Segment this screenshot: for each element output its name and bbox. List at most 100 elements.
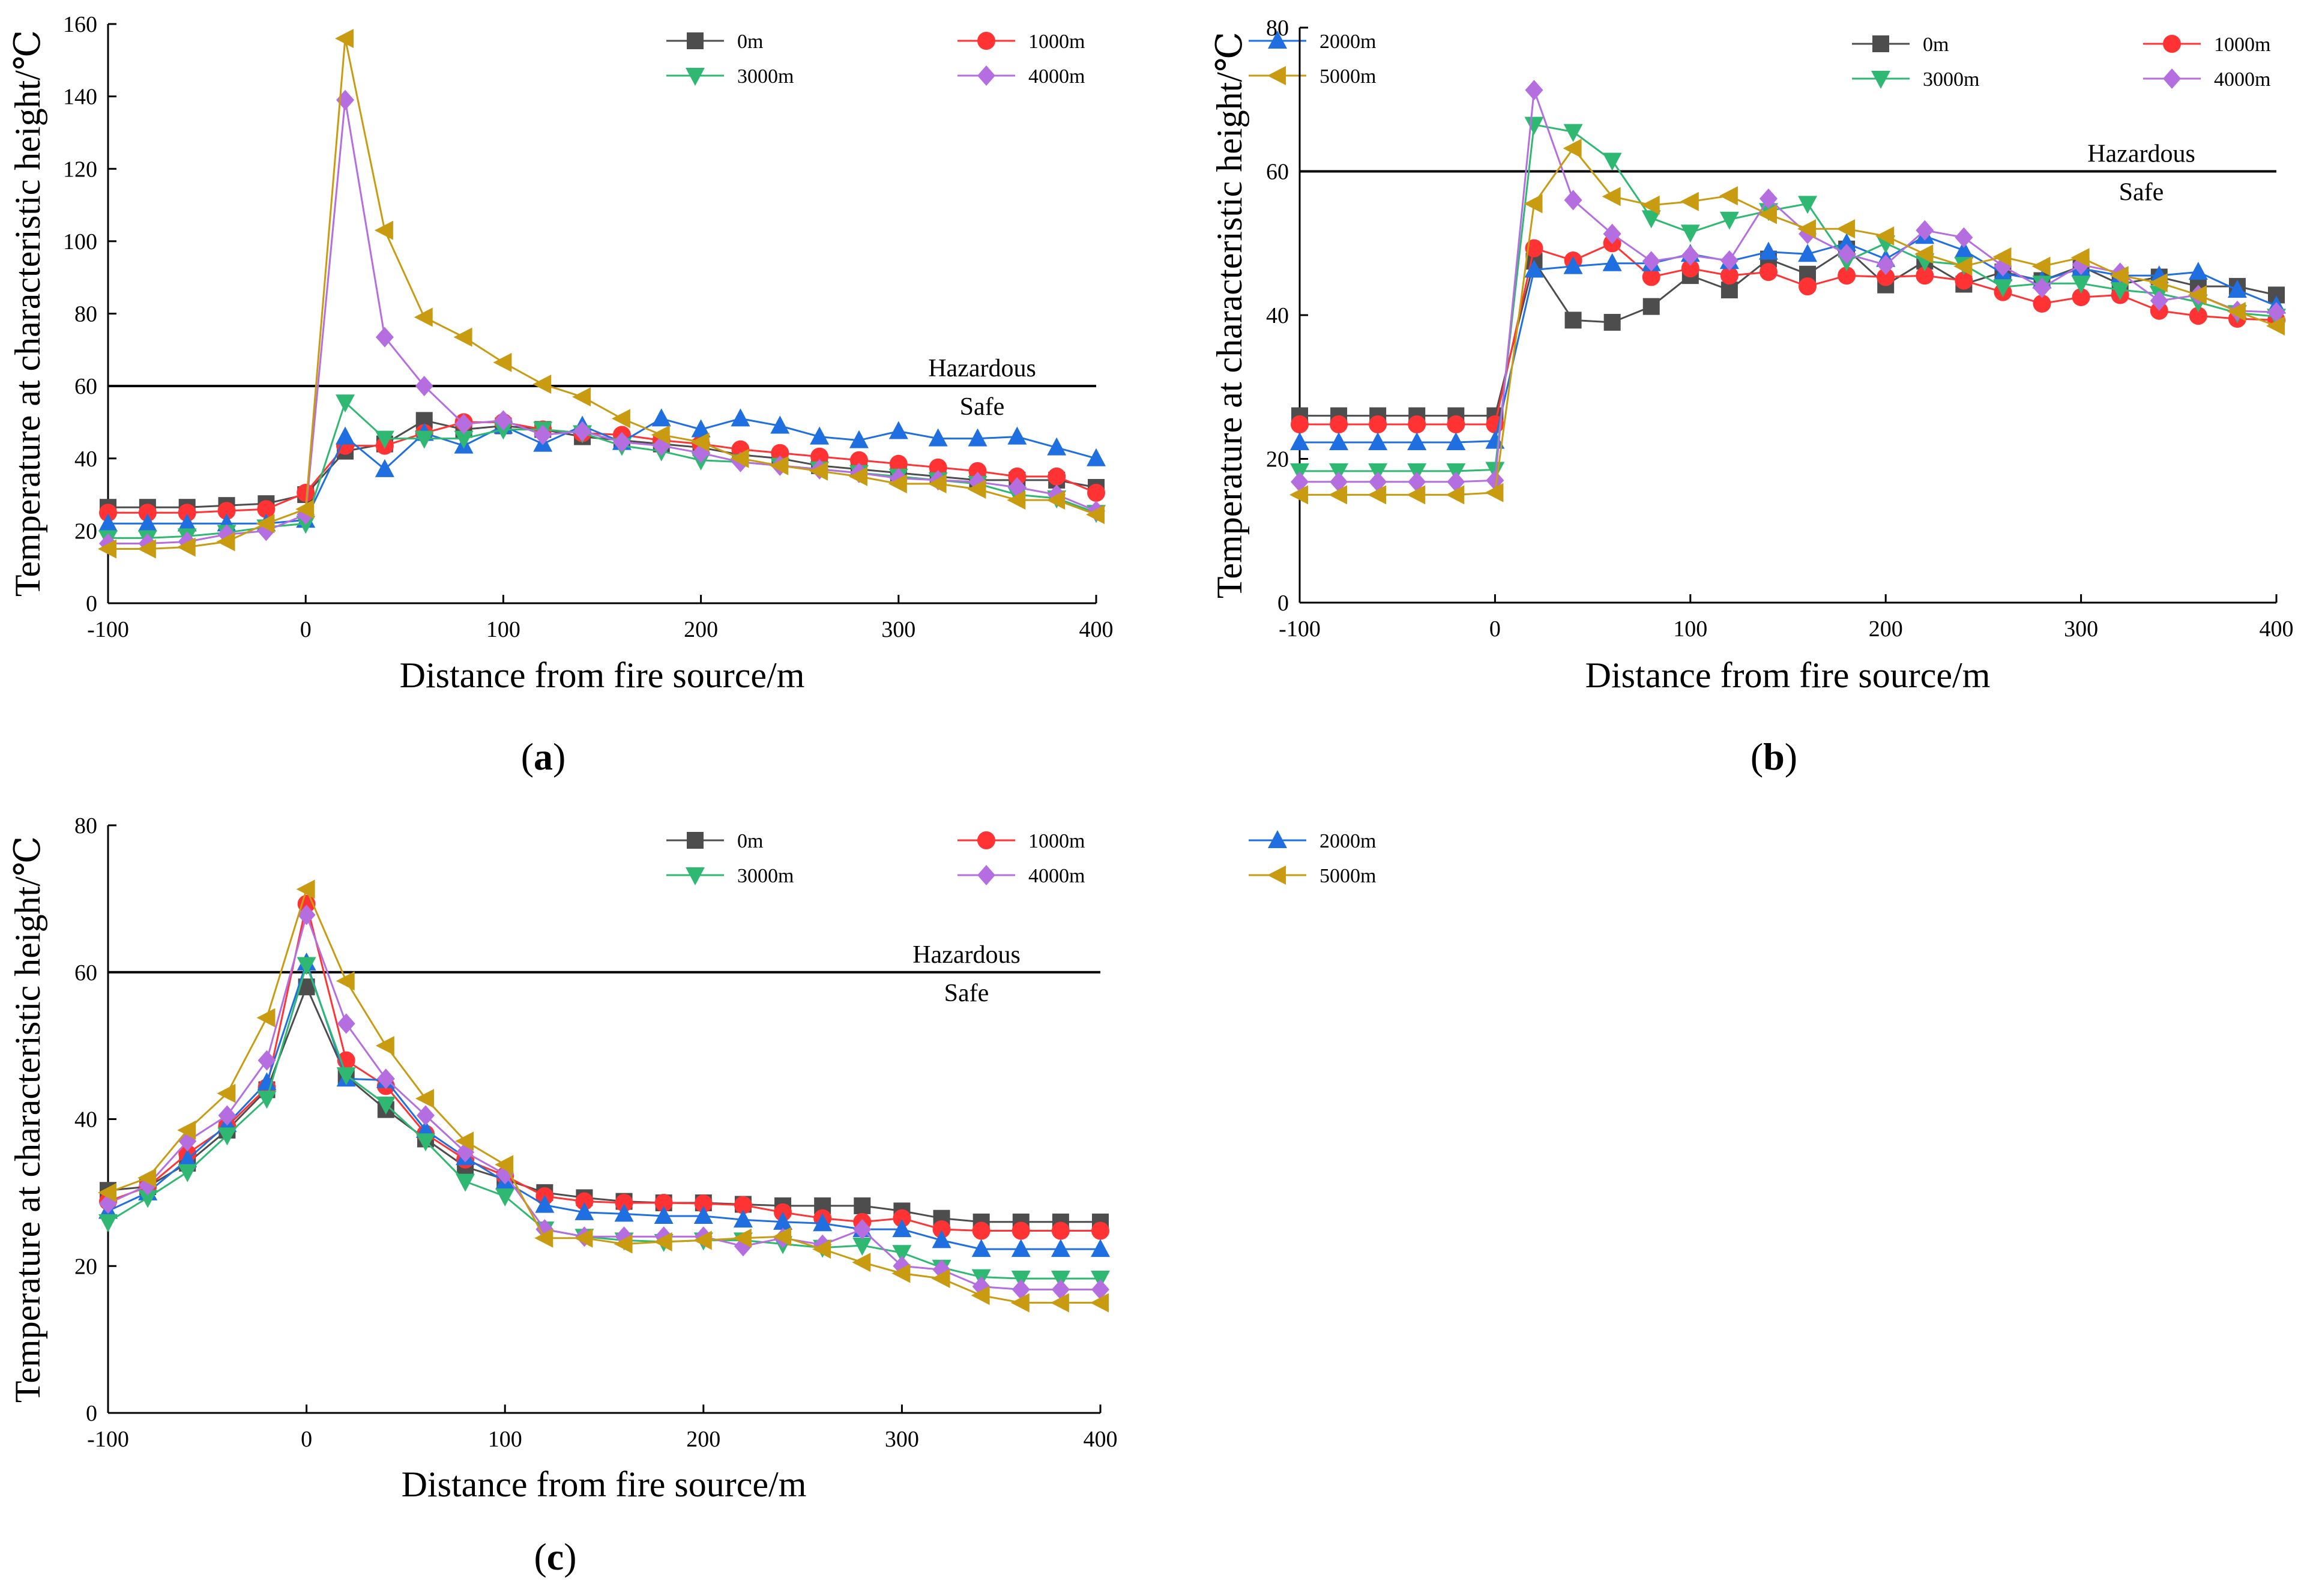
data-point (2149, 273, 2168, 293)
data-point (853, 1219, 872, 1240)
data-point (2033, 294, 2051, 313)
safe-label: Safe (944, 980, 989, 1007)
legend-item: 3000m (666, 65, 794, 88)
data-point (1407, 432, 1427, 450)
data-point (1564, 312, 1582, 329)
data-point (336, 971, 355, 991)
y-tick-label: 20 (74, 1254, 97, 1279)
data-point (2266, 316, 2285, 336)
legend-item: 1000m (957, 830, 1085, 852)
x-axis-title: Distance from fire source/m (400, 655, 805, 695)
data-point (1048, 467, 1066, 486)
data-point (336, 426, 355, 445)
legend-item: 0m (666, 830, 763, 852)
x-tick-label: 200 (1869, 616, 1903, 642)
data-point (927, 474, 947, 493)
x-tick-label: 200 (686, 1427, 720, 1452)
data-point (2110, 282, 2130, 301)
legend-label: 1000m (1028, 31, 1085, 53)
data-point (1680, 224, 1700, 243)
data-point (1603, 223, 1621, 244)
data-point (810, 447, 829, 466)
panel-label-letter: a (534, 735, 553, 778)
data-point (773, 1211, 793, 1230)
data-point (138, 1190, 158, 1208)
data-point (1524, 116, 1544, 135)
data-point (376, 1097, 396, 1115)
legend-marker (687, 32, 704, 49)
data-point (1641, 210, 1661, 229)
data-point (694, 1194, 713, 1213)
y-tick-label: 40 (1266, 303, 1289, 328)
legend-label: 0m (737, 830, 763, 852)
data-point (733, 1209, 753, 1228)
data-point (971, 1286, 990, 1305)
data-point (654, 1194, 673, 1212)
data-point (1086, 505, 1105, 525)
panel-label-close: ) (553, 735, 565, 778)
data-point (98, 539, 116, 559)
data-point (651, 425, 670, 445)
data-point (217, 1127, 237, 1146)
data-point (854, 1197, 871, 1214)
legend-item: 5000m (1249, 65, 1376, 88)
data-point (1877, 268, 1895, 286)
data-point (1877, 254, 1895, 276)
data-point (932, 1220, 951, 1239)
data-point (178, 1149, 198, 1167)
legend-label: 4000m (1028, 65, 1085, 88)
safe-label: Safe (2119, 179, 2164, 206)
data-point (1408, 415, 1426, 434)
data-point (892, 1245, 912, 1263)
data-point (1602, 253, 1622, 271)
legend-label: 0m (1923, 34, 1949, 56)
y-tick-label: 140 (63, 85, 97, 110)
data-point (1368, 432, 1388, 450)
data-point (257, 1091, 277, 1109)
data-point (1719, 211, 1739, 230)
x-tick-label: 400 (1079, 617, 1114, 642)
data-point (1368, 485, 1387, 505)
data-point (177, 513, 197, 532)
data-point (336, 394, 355, 413)
data-point (1642, 268, 1660, 286)
data-point (375, 327, 394, 348)
data-point (653, 1232, 672, 1251)
data-point (1447, 415, 1465, 434)
data-point (971, 1239, 991, 1257)
data-point (1485, 483, 1504, 502)
data-point (888, 421, 908, 439)
data-point (1642, 251, 1660, 272)
data-point (574, 1202, 594, 1220)
data-point (138, 504, 157, 522)
legend-label: 1000m (1028, 830, 1085, 852)
data-point (1051, 1221, 1070, 1240)
legend-marker (1268, 830, 1287, 848)
data-point (968, 428, 988, 447)
data-point (1955, 227, 1973, 248)
data-point (414, 430, 434, 449)
legend-item: 5000m (1249, 865, 1376, 887)
data-point (1046, 490, 1066, 510)
series-1000m (1291, 234, 2285, 434)
data-point (1838, 244, 1856, 265)
legend-marker (687, 832, 704, 849)
data-point (456, 1173, 475, 1192)
data-point (1330, 471, 1348, 492)
data-point (1447, 471, 1465, 492)
y-tick-label: 0 (86, 1401, 97, 1426)
data-point (1091, 1239, 1110, 1257)
data-point (2188, 262, 2208, 280)
data-point (1524, 194, 1543, 214)
data-point (2227, 302, 2246, 322)
data-point (2189, 307, 2207, 325)
legend-item: 2000m (1249, 31, 1376, 53)
legend-item: 2000m (1249, 830, 1376, 852)
legend-label: 5000m (1319, 65, 1376, 88)
x-tick-label: 0 (301, 1427, 312, 1452)
data-point (2031, 256, 2051, 276)
data-point (1328, 485, 1348, 505)
x-tick-label: 0 (300, 617, 312, 642)
data-point (1087, 448, 1106, 466)
data-point (217, 1083, 236, 1103)
